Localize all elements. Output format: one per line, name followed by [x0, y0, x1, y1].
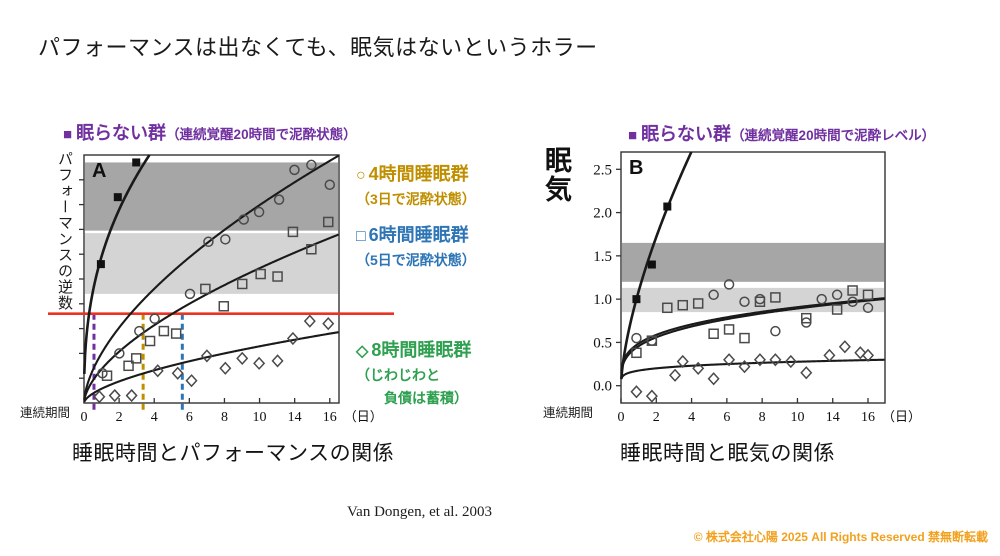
chart-b-x-axis-label: 連続期間	[543, 406, 594, 420]
svg-text:2: 2	[653, 410, 660, 425]
svg-text:6: 6	[723, 410, 730, 425]
svg-text:1.5: 1.5	[593, 249, 612, 265]
diamond-icon: ◇	[356, 343, 369, 360]
svg-text:2.0: 2.0	[593, 206, 612, 222]
svg-text:14: 14	[826, 410, 840, 425]
svg-text:2.5: 2.5	[593, 162, 612, 178]
legend-6h-sleep-group: □ 6時間睡眠群 （5日で泥酔状態）	[356, 221, 476, 270]
chart-a-caption: 睡眠時間とパフォーマンスの関係	[72, 442, 395, 465]
legend-no-sleep-note: （連続覚醒20時間で泥酔状態）	[166, 127, 357, 142]
legend-no-sleep-group-b: ■ 眠らない群（連続覚醒20時間で泥酔レベル）	[628, 120, 935, 146]
chart-b-y-axis-label: 眠気	[541, 146, 571, 204]
svg-text:8: 8	[221, 410, 228, 425]
svg-text:10: 10	[790, 410, 804, 425]
legend-no-sleep-label-b: 眠らない群	[641, 124, 732, 144]
legend-8h-note-line1: （じわじわと	[356, 367, 440, 383]
svg-text:0.0: 0.0	[593, 379, 612, 395]
svg-text:1.0: 1.0	[593, 292, 612, 308]
filled-square-icon: ■	[628, 127, 638, 144]
chart-a-x-axis-label: 連続期間	[20, 406, 71, 420]
svg-text:6: 6	[186, 410, 193, 425]
svg-text:0: 0	[618, 410, 625, 425]
svg-text:8: 8	[759, 410, 766, 425]
svg-text:16: 16	[861, 410, 875, 425]
svg-text:10: 10	[253, 410, 267, 425]
chart-b-sleepiness: 0.0 0.5 1.0 1.5 2.0 2.5 0 2 4 6 8 10 14 16 （日） B	[593, 151, 921, 425]
legend-8h-note-line2: 負債は蓄積）	[384, 390, 468, 406]
legend-6h-note: （5日で泥酔状態）	[356, 252, 476, 268]
svg-text:4: 4	[688, 410, 695, 425]
chart-b-caption: 睡眠時間と眠気の関係	[620, 442, 835, 465]
svg-text:14: 14	[288, 410, 302, 425]
legend-6h-label: 6時間睡眠群	[368, 225, 469, 245]
citation: Van Dongen, et al. 2003	[347, 504, 492, 520]
legend-4h-note: （3日で泥酔状態）	[356, 191, 476, 207]
svg-text:16: 16	[323, 410, 337, 425]
svg-text:A: A	[92, 160, 106, 182]
legend-no-sleep-label: 眠らない群	[76, 123, 167, 143]
filled-square-icon: ■	[63, 126, 73, 143]
svg-text:0.5: 0.5	[593, 335, 612, 351]
page-title: パフォーマンスは出なくても、眠気はないというホラー	[38, 35, 598, 60]
legend-no-sleep-note-b: （連続覚醒20時間で泥酔レベル）	[731, 128, 936, 143]
open-square-icon: □	[356, 228, 366, 245]
legend-no-sleep-group-a: ■ 眠らない群（連続覚醒20時間で泥酔状態）	[63, 119, 357, 145]
svg-text:0: 0	[81, 410, 88, 425]
svg-text:2: 2	[116, 410, 123, 425]
legend-4h-label: 4時間睡眠群	[368, 164, 469, 184]
svg-text:4: 4	[151, 410, 158, 425]
chart-a-performance: 0 2 4 6 8 10 14 16 （日） A	[48, 154, 394, 425]
svg-text:（日）: （日）	[882, 409, 921, 424]
svg-text:（日）: （日）	[344, 409, 383, 424]
circle-icon: ○	[356, 167, 366, 184]
copyright-notice: © 株式会社心陽 2025 All Rights Reserved 禁無断転載	[693, 530, 988, 544]
legend-4h-sleep-group: ○ 4時間睡眠群 （3日で泥酔状態）	[356, 160, 476, 209]
svg-text:B: B	[629, 157, 643, 179]
chart-a-y-axis-label: パフォーマンスの逆数	[56, 151, 73, 311]
legend-8h-sleep-group: ◇ 8時間睡眠群 （じわじわと 負債は蓄積）	[356, 336, 471, 408]
legend-8h-label: 8時間睡眠群	[371, 340, 472, 360]
